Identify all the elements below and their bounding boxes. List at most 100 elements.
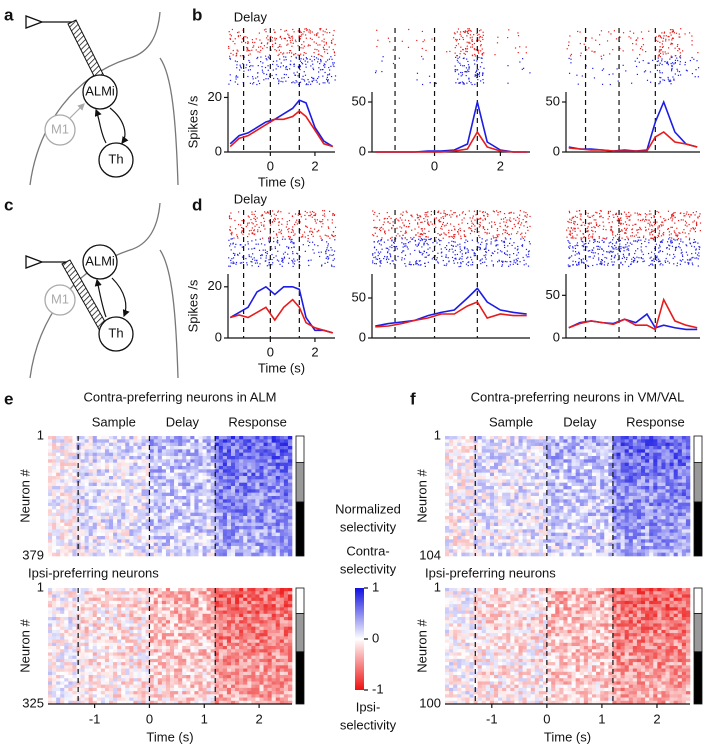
raster-spike [650,251,653,253]
raster-spike [672,29,674,31]
heatmap-cell [247,469,252,473]
raster-spike [255,243,257,245]
raster-spike [580,239,582,241]
raster-spike [513,223,515,226]
heatmap-cell [178,516,183,520]
raster-spike [676,227,678,229]
heatmap-cell [214,492,220,497]
heatmap-cell [247,492,252,497]
heatmap-cell [231,472,236,477]
raster-spike [416,72,419,74]
heatmap-cell [60,442,65,447]
raster-spike [384,233,386,235]
raster-spike [579,213,581,215]
raster-spike [304,28,306,30]
raster-spike [240,232,243,234]
heatmap-cell [125,479,130,483]
heatmap-cell [279,496,285,500]
heatmap-cell [194,449,199,453]
raster-spike [440,239,442,242]
raster-spike [680,240,682,242]
heatmap-cell [80,506,85,510]
heatmap-cell [239,502,244,507]
heatmap-cell [190,512,195,517]
heatmap-cell [218,452,224,457]
heatmap-cell [275,529,281,533]
raster-spike [457,57,459,59]
raster-spike [679,263,681,265]
heatmap-cell [137,486,142,490]
raster-spike [313,244,316,246]
raster-spike [330,56,332,58]
raster-spike [268,261,271,264]
raster-spike [609,210,611,212]
raster-spike [461,81,464,83]
raster-spike [440,227,442,229]
raster-spike [591,226,593,229]
raster-spike [635,43,637,45]
heatmap-cell [60,502,65,507]
raster-spike [592,264,594,267]
heatmap-cell [113,539,118,543]
raster-spike [251,213,253,215]
raster-spike [619,223,622,225]
heatmap-cell [243,492,248,497]
heatmap-cell [247,456,252,460]
raster-spike [647,222,649,224]
heatmap-cell [137,539,142,543]
raster-spike [373,213,375,216]
heatmap-cell [113,442,118,447]
raster-spike [389,253,391,255]
raster-spike [569,230,571,232]
raster-spike [459,64,462,66]
raster-spike [521,245,524,247]
raster-spike [682,241,684,243]
raster-spike [668,234,671,236]
heatmap-cell [129,439,134,443]
raster-spike [264,66,267,69]
raster-spike [659,264,661,266]
heatmap-cell [287,462,293,467]
raster-spike [279,44,281,46]
raster-spike [254,215,256,218]
raster-spike [438,240,441,242]
raster-spike [666,241,669,243]
raster-spike [449,214,451,216]
raster-spike [628,253,630,255]
heatmap-cell [161,496,167,500]
heatmap-cell [165,506,171,510]
raster-spike [405,243,407,245]
raster-spike [601,239,603,241]
heatmap-cell [271,462,277,467]
heatmap-cell [210,506,216,510]
heatmap-cell [178,499,183,503]
heatmap-cell [263,539,268,543]
raster-spike [492,252,494,255]
heatmap-cell [113,456,118,460]
raster-spike [458,258,460,260]
heatmap-cell [145,532,150,537]
raster-spike [529,72,531,74]
heatmap-cell [259,452,264,457]
raster-spike [326,249,328,251]
raster-spike [595,219,597,221]
heatmap-cell [84,539,89,543]
raster-spike [307,61,309,63]
x-tick-label: 2 [497,158,504,173]
heatmap-cell [137,466,142,470]
heatmap-cell [271,532,277,537]
raster-spike [617,220,619,222]
y-tick-label: 0 [215,143,222,158]
raster-spike [462,83,464,85]
heatmap-cell [174,509,179,513]
raster-spike [230,259,232,262]
raster-spike [677,50,679,52]
raster-spike [259,39,261,41]
raster-spike [609,250,611,252]
raster-spike [320,28,322,30]
heatmap-cell [226,502,232,507]
raster-spike [474,253,476,255]
raster-spike [457,43,460,45]
raster-spike [620,246,622,248]
raster-spike [587,226,589,228]
